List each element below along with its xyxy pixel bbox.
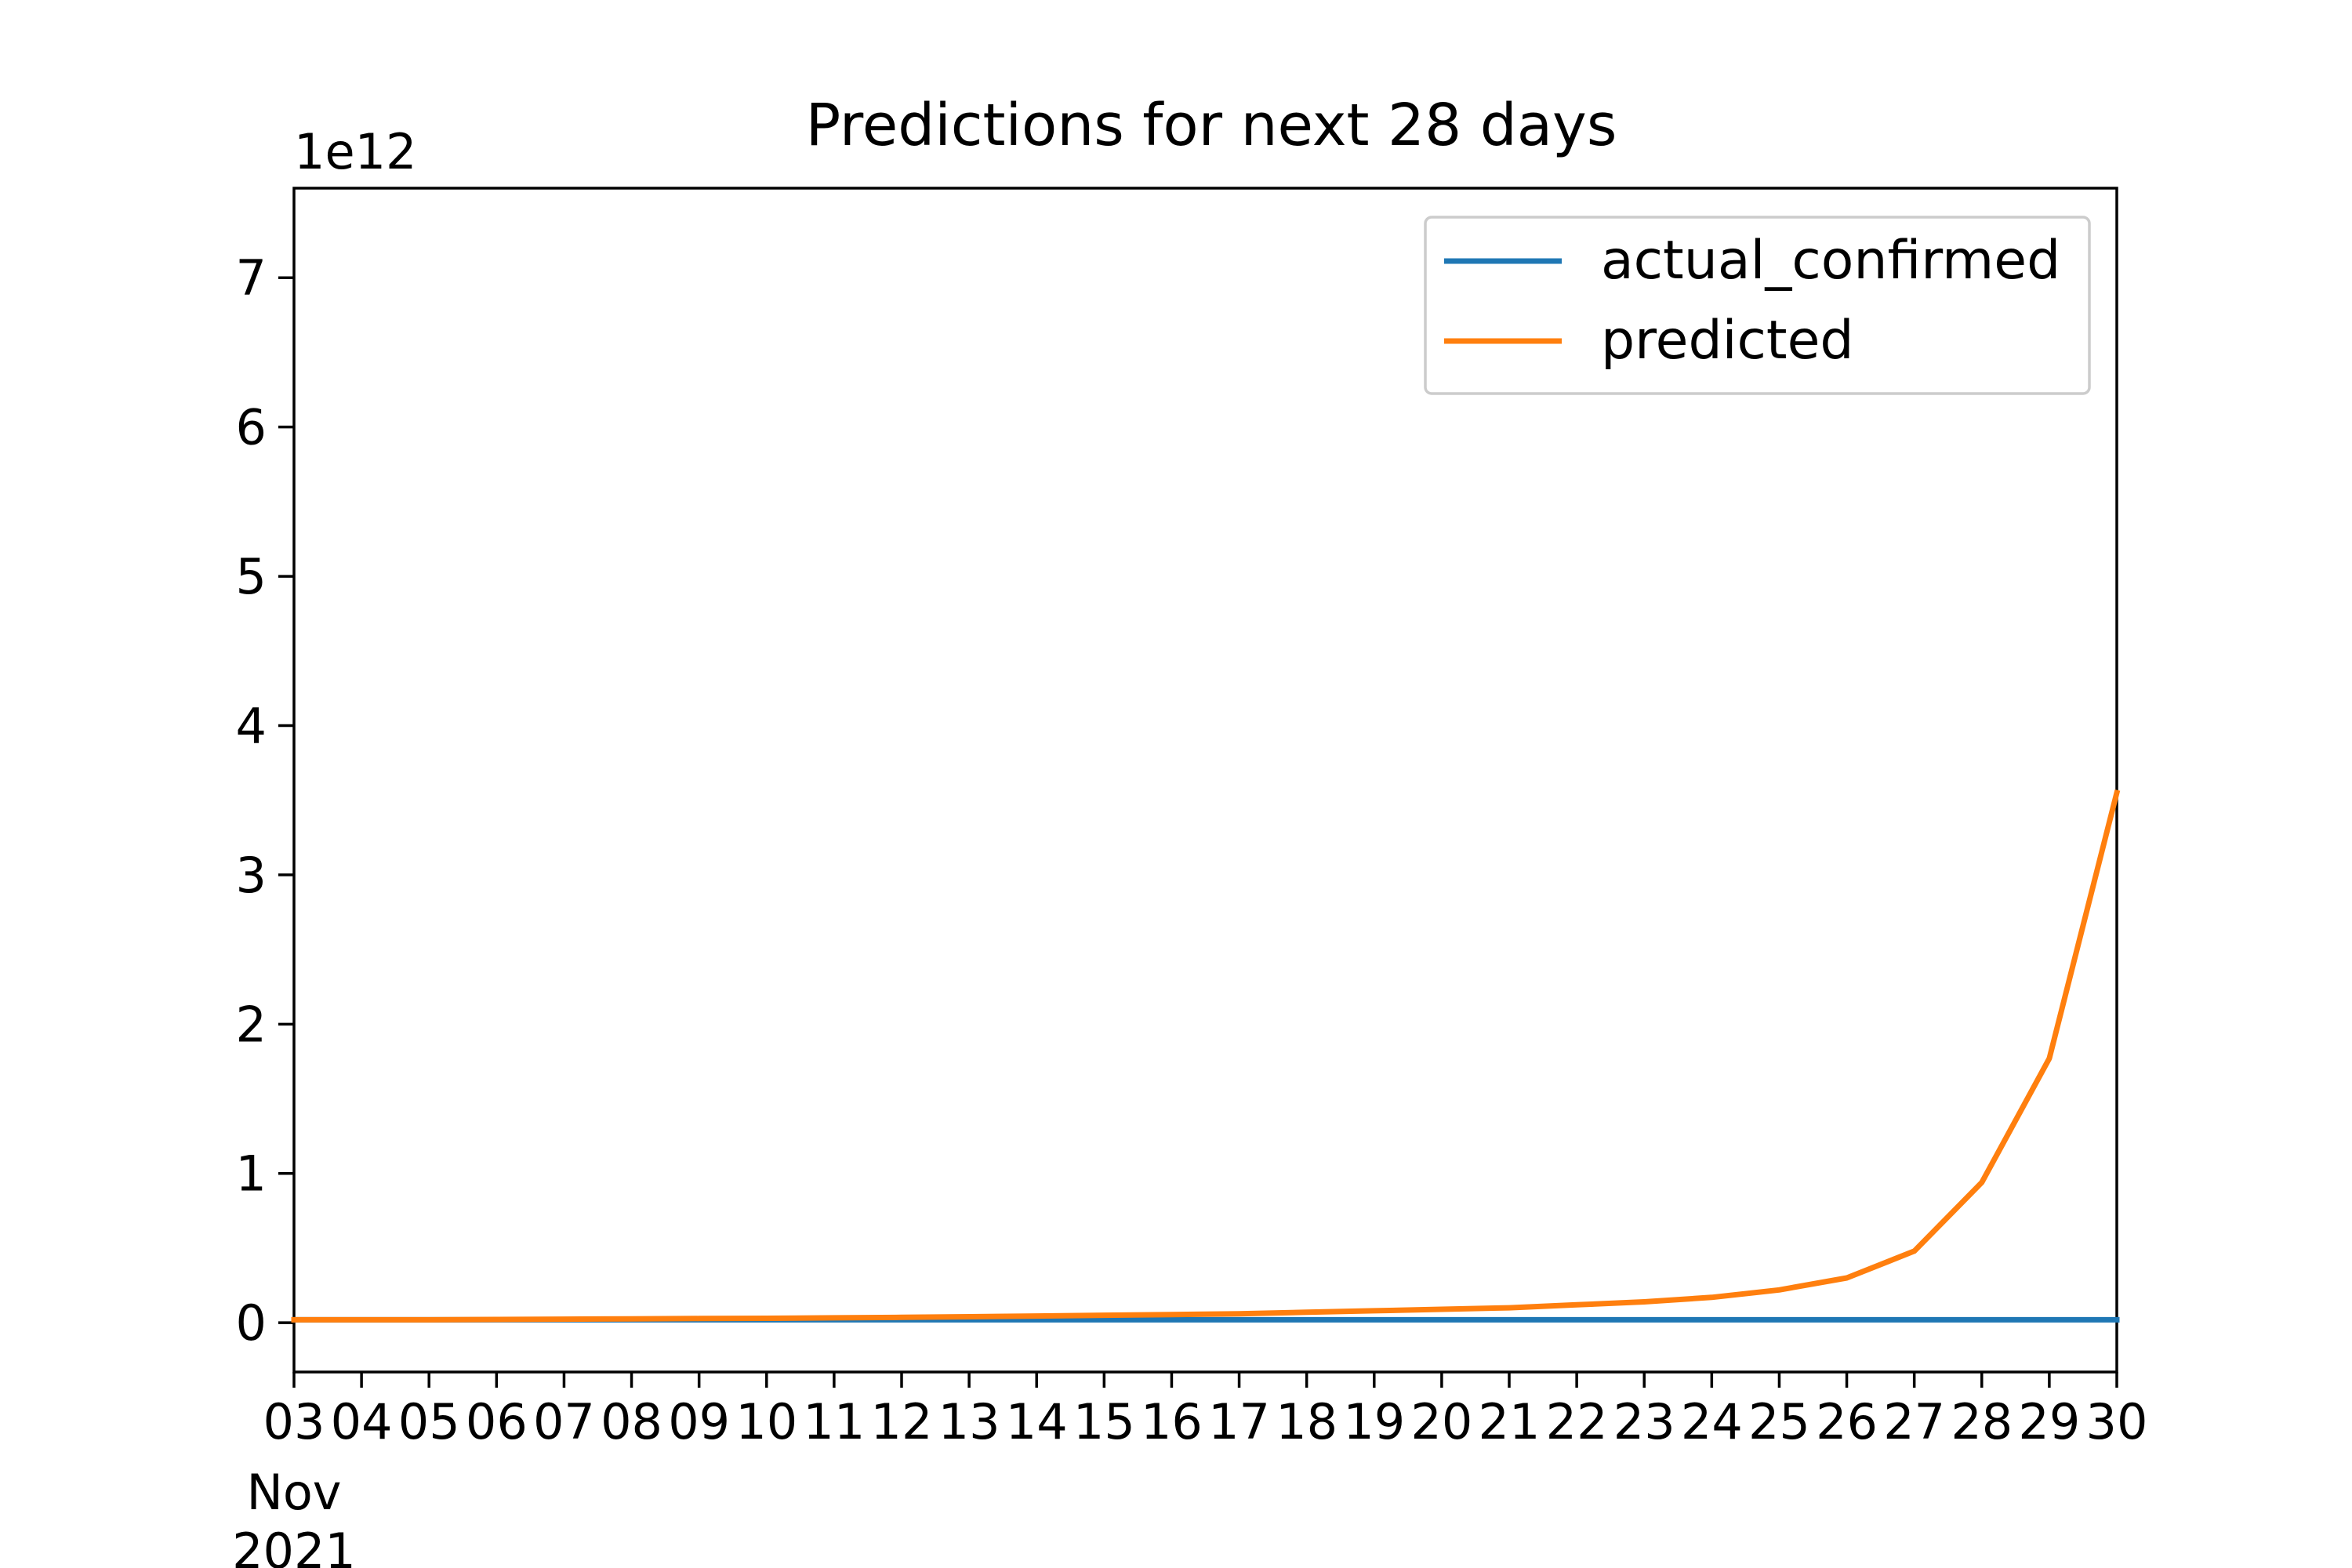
x-tick-label: 07 xyxy=(533,1393,595,1450)
x-tick-label: 16 xyxy=(1141,1393,1203,1450)
x-tick-label: 22 xyxy=(1546,1393,1608,1450)
y-tick-label: 4 xyxy=(236,697,267,754)
x-tick-label: 25 xyxy=(1748,1393,1810,1450)
legend-label-actual-confirmed: actual_confirmed xyxy=(1601,230,2060,292)
x-tick-label: 09 xyxy=(668,1393,730,1450)
x-tick-label: 05 xyxy=(398,1393,460,1450)
x-axis: 03 04 05 06 07 08 09 10 11 12 13 14 15 16 17 18 19 20 21 22… xyxy=(263,1372,2148,1450)
x-tick-label: 26 xyxy=(1816,1393,1878,1450)
x-tick-label: 19 xyxy=(1343,1393,1405,1450)
y-offset-label: 1e12 xyxy=(294,123,416,180)
x-tick-label: 21 xyxy=(1479,1393,1541,1450)
chart-title: Predictions for next 28 days xyxy=(806,92,1617,159)
y-tick-label: 6 xyxy=(236,399,267,456)
x-tick-label: 23 xyxy=(1613,1393,1675,1450)
x-month-label: Nov xyxy=(246,1464,341,1521)
y-axis: 0 1 2 3 4 5 6 7 xyxy=(236,249,294,1352)
x-tick-label: 28 xyxy=(1951,1393,2013,1450)
x-tick-label: 10 xyxy=(735,1393,797,1450)
legend: actual_confirmed predicted xyxy=(1424,216,2091,395)
y-tick-label: 2 xyxy=(236,996,267,1053)
x-tick-label: 14 xyxy=(1006,1393,1068,1450)
y-tick-label: 1 xyxy=(236,1145,267,1203)
y-tick-label: 0 xyxy=(236,1294,267,1352)
x-tick-label: 12 xyxy=(871,1393,933,1450)
plot-frame xyxy=(292,187,2118,1374)
x-year-label: 2021 xyxy=(232,1523,356,1568)
series-line-predicted xyxy=(291,789,2121,1323)
y-tick-label: 5 xyxy=(236,548,267,605)
x-tick-label: 17 xyxy=(1208,1393,1270,1450)
x-tick-label: 04 xyxy=(331,1393,393,1450)
x-tick-label: 24 xyxy=(1681,1393,1743,1450)
x-tick-label: 03 xyxy=(263,1393,325,1450)
x-tick-label: 15 xyxy=(1073,1393,1135,1450)
y-tick-label: 3 xyxy=(236,847,267,904)
x-tick-label: 06 xyxy=(466,1393,528,1450)
x-tick-label: 08 xyxy=(601,1393,662,1450)
legend-label-predicted: predicted xyxy=(1601,310,1854,372)
x-tick-label: 18 xyxy=(1276,1393,1338,1450)
x-tick-label: 29 xyxy=(2018,1393,2080,1450)
legend-box xyxy=(1424,216,2091,395)
series-group xyxy=(291,789,2121,1323)
x-tick-label: 27 xyxy=(1883,1393,1945,1450)
x-tick-label: 11 xyxy=(803,1393,865,1450)
x-tick-label: 30 xyxy=(2086,1393,2148,1450)
x-tick-label: 13 xyxy=(938,1393,1000,1450)
x-tick-label: 20 xyxy=(1410,1393,1472,1450)
plot-area xyxy=(292,187,2118,1374)
y-tick-label: 7 xyxy=(236,249,267,307)
